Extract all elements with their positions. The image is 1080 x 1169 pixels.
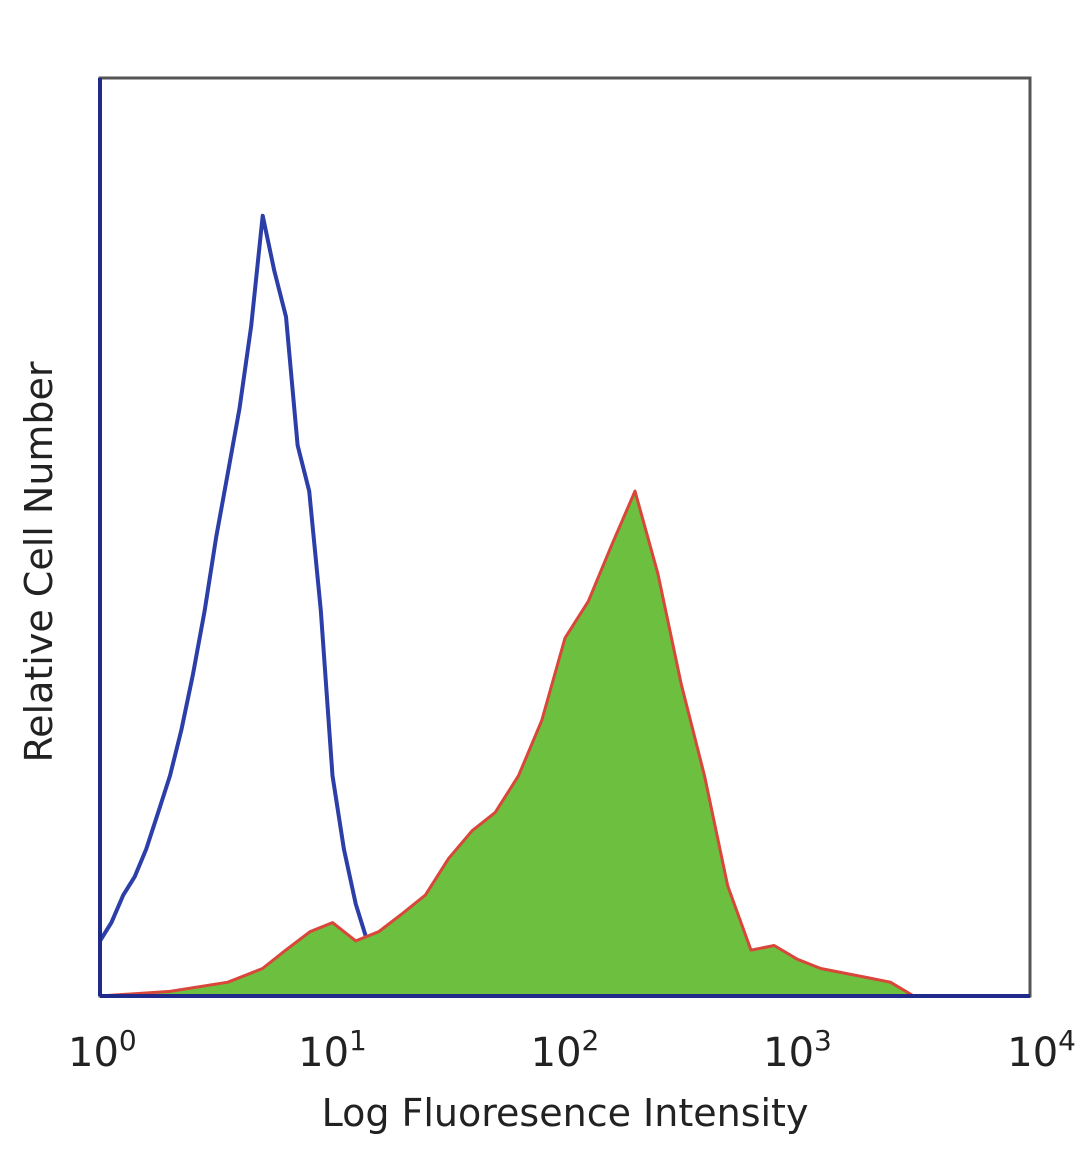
x-tick-label: 102 — [531, 1024, 600, 1076]
x-axis-title: Log Fluoresence Intensity — [322, 1091, 809, 1135]
series-0-line — [98, 213, 450, 998]
x-tick-label: 101 — [298, 1024, 367, 1076]
x-tick-label: 104 — [1007, 1024, 1076, 1076]
x-tick-label: 103 — [763, 1024, 832, 1076]
series-1-edge — [99, 489, 915, 998]
x-tick-labels: 100 101 102 103 104 — [68, 1024, 1076, 1076]
series-1-area — [100, 491, 914, 996]
x-tick-label: 100 — [68, 1024, 137, 1076]
series-layer — [98, 213, 915, 998]
y-axis-title: Relative Cell Number — [17, 361, 61, 762]
